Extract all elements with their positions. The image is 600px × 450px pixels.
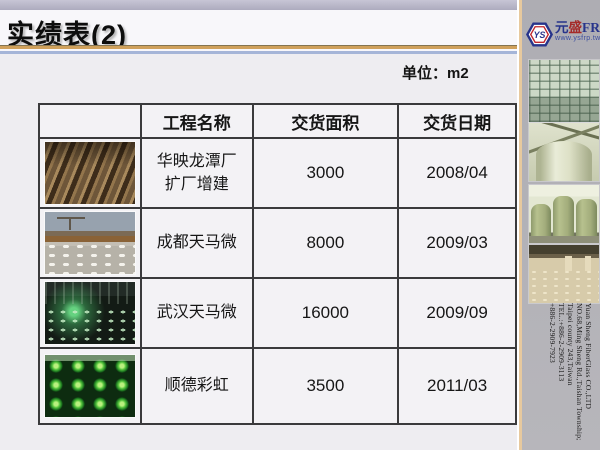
dark-interior-green-glow-photo	[44, 282, 135, 344]
sidebar-tan-trim	[519, 0, 522, 450]
divider-orange-line	[0, 45, 517, 49]
table-row: 武汉天马微 16000 2009/09	[38, 277, 517, 349]
column-shape	[585, 256, 591, 271]
logo-text: 元盛FRP www.ysfrp.tw	[555, 21, 600, 43]
green-domes-photo	[44, 355, 135, 417]
crane-silhouette	[68, 217, 71, 230]
column-shape	[565, 256, 572, 271]
project-photo-cell	[38, 137, 142, 209]
delivery-area-cell: 3000	[251, 137, 400, 209]
floor-dots-pattern	[529, 269, 599, 303]
project-photo-cell	[38, 277, 142, 349]
company-info-line: NO.68,Ming Sheng Rd.,Taishan Township;	[575, 303, 584, 441]
project-name-line: 华映龙潭厂	[156, 152, 237, 170]
unit-label: 单位：m2	[402, 65, 469, 82]
delivery-date-cell: 2008/04	[397, 137, 517, 209]
project-photo-cell	[38, 207, 142, 279]
storage-tanks-photo	[529, 185, 599, 243]
top-accent-bar	[0, 0, 517, 10]
tank-shape	[531, 204, 551, 236]
delivery-date-cell: 2009/09	[397, 277, 517, 349]
project-name-line: 武汉天马微	[156, 304, 237, 322]
construction-site-caps-photo	[44, 212, 135, 274]
tank-shape	[536, 141, 592, 181]
project-photo-cell	[38, 347, 142, 425]
header-band	[0, 10, 517, 45]
crane-silhouette	[56, 217, 85, 219]
floor-dots-pattern	[44, 308, 135, 344]
header-divider	[0, 45, 517, 54]
col-header-project-name: 工程名称	[139, 103, 254, 139]
delivery-date-cell: 2011/03	[397, 347, 517, 425]
sidebar: YS 元盛FRP www.ysfrp.tw Yuan Sheng FiberGl…	[517, 0, 600, 450]
delivery-area-cell: 3500	[251, 347, 400, 425]
company-info-line: TEL.:+886-2-2909-3113	[557, 303, 566, 382]
project-name-line: 顺德彩虹	[164, 377, 229, 395]
col-header-delivery-date: 交货日期	[397, 103, 517, 139]
ceiling-beams-pattern	[44, 282, 135, 304]
table-header-row: 工程名称 交货面积 交货日期	[38, 103, 517, 139]
col-header-delivery-area: 交货面积	[251, 103, 400, 139]
slide-main-area: 实绩表(2) 单位：m2 工程名称 交货面积 交货日期 华映龙潭厂 扩厂增建	[0, 0, 517, 425]
white-caps-pattern	[44, 242, 135, 274]
logo-name-part: 元	[555, 20, 569, 35]
divider-gap	[0, 49, 517, 51]
divider-blue-line	[0, 51, 517, 54]
company-info: Yuan Sheng FiberGlass CO.,LTD NO.68,Ming…	[548, 303, 593, 449]
waffle-ceiling-photo	[529, 60, 599, 122]
company-name: 元盛FRP	[555, 21, 600, 35]
project-name-line: 成都天马微	[156, 234, 237, 252]
logo-name-part: 盛	[568, 20, 583, 35]
table-row: 成都天马微 8000 2009/03	[38, 207, 517, 279]
project-name-cell: 顺德彩虹	[139, 347, 254, 425]
company-logo: YS 元盛FRP www.ysfrp.tw	[526, 21, 600, 48]
logo-monogram: YS	[534, 30, 546, 40]
delivery-area-cell: 8000	[251, 207, 400, 279]
factory-floor-dots-photo	[529, 245, 599, 303]
logo-name-part: FRP	[582, 20, 600, 35]
tank-shape	[576, 199, 597, 236]
formwork-scaffolding-photo	[44, 142, 135, 204]
tank-shape	[553, 196, 574, 236]
company-info-line: Taipei county 243,Taiwan	[566, 303, 575, 386]
project-name-cell: 武汉天马微	[139, 277, 254, 349]
delivery-date-cell: 2009/03	[397, 207, 517, 279]
project-name-cell: 成都天马微	[139, 207, 254, 279]
ys-hexagon-icon: YS	[526, 22, 553, 47]
delivery-records-table: 工程名称 交货面积 交货日期 华映龙潭厂 扩厂增建 3000 2008/04	[38, 103, 517, 425]
company-info-line: +886-2-2909-7923	[548, 303, 557, 363]
project-name-line: 扩厂增建	[164, 176, 229, 193]
delivery-area-cell: 16000	[251, 277, 400, 349]
table-row: 顺德彩虹 3500 2011/03	[38, 347, 517, 425]
frp-tank-pipes-photo	[529, 123, 599, 181]
company-website: www.ysfrp.tw	[555, 35, 600, 42]
photo-column-header	[38, 103, 142, 139]
company-info-line: Yuan Sheng FiberGlass CO.,LTD	[584, 303, 593, 410]
project-name-cell: 华映龙潭厂 扩厂增建	[139, 137, 254, 209]
table-row: 华映龙潭厂 扩厂增建 3000 2008/04	[38, 137, 517, 209]
